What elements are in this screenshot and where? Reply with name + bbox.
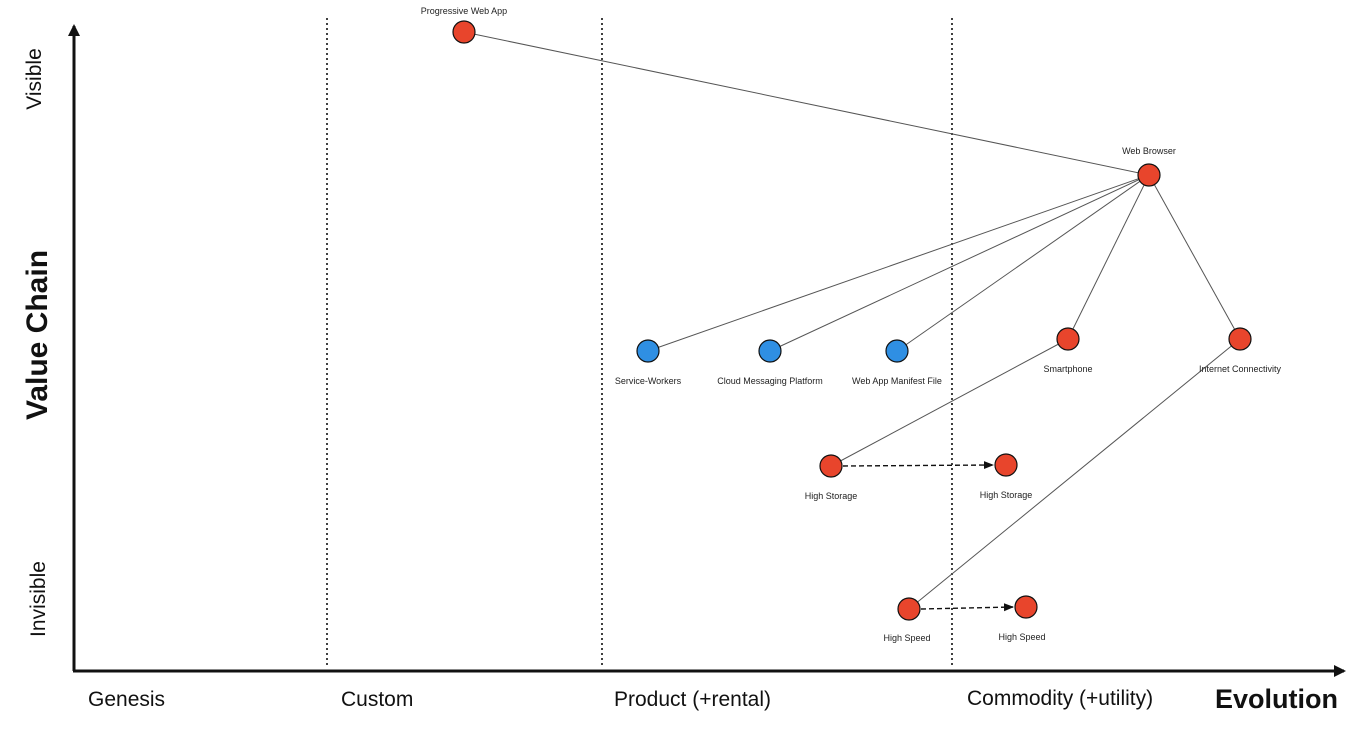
component-label-pwa: Progressive Web App xyxy=(421,6,507,16)
stage-label-commodity: Commodity (+utility) xyxy=(967,687,1153,710)
component-node-pwa[interactable] xyxy=(452,20,476,44)
link-browser-smartphone xyxy=(1067,174,1150,340)
y-axis-invisible-label: Invisible xyxy=(27,561,50,637)
component-manifest[interactable]: Web App Manifest File xyxy=(852,339,942,386)
component-sw[interactable]: Service-Workers xyxy=(615,339,682,386)
stage-dividers xyxy=(326,18,953,668)
component-browser[interactable]: Web Browser xyxy=(1122,146,1176,187)
component-node-speed1[interactable] xyxy=(897,597,921,621)
component-storage2[interactable]: High Storage xyxy=(980,453,1033,500)
y-axis-visible-label: Visible xyxy=(23,48,46,109)
components-layer: Progressive Web App Web Browser Service-Wo… xyxy=(421,6,1282,643)
component-node-internet[interactable] xyxy=(1228,327,1252,351)
component-node-manifest[interactable] xyxy=(885,339,909,363)
component-node-cmp[interactable] xyxy=(758,339,782,363)
link-internet-speed1 xyxy=(908,338,1241,610)
component-node-smartphone[interactable] xyxy=(1056,327,1080,351)
component-internet[interactable]: Internet Connectivity xyxy=(1199,327,1282,374)
axes xyxy=(68,24,1346,677)
component-label-manifest: Web App Manifest File xyxy=(852,376,942,386)
y-axis-title: Value Chain xyxy=(21,250,54,420)
link-pwa-browser xyxy=(463,31,1150,176)
component-label-storage1: High Storage xyxy=(805,491,858,501)
component-pwa[interactable]: Progressive Web App xyxy=(421,6,507,44)
component-speed2[interactable]: High Speed xyxy=(998,595,1046,642)
x-axis-title: Evolution xyxy=(1215,684,1338,714)
evolution-arrows-layer xyxy=(842,461,1014,612)
component-label-browser: Web Browser xyxy=(1122,146,1176,156)
component-label-speed2: High Speed xyxy=(998,632,1045,642)
component-storage1[interactable]: High Storage xyxy=(805,454,858,501)
evolution-arrow-speed1-speed2 xyxy=(920,603,1014,612)
component-node-browser[interactable] xyxy=(1137,163,1161,187)
link-browser-cmp xyxy=(769,174,1150,352)
stage-label-genesis: Genesis xyxy=(88,688,165,711)
component-label-cmp: Cloud Messaging Platform xyxy=(717,376,823,386)
link-smartphone-storage1 xyxy=(830,338,1069,467)
component-label-sw: Service-Workers xyxy=(615,376,682,386)
component-node-storage2[interactable] xyxy=(994,453,1018,477)
component-label-speed1: High Speed xyxy=(883,633,930,643)
component-speed1[interactable]: High Speed xyxy=(883,597,931,643)
component-label-internet: Internet Connectivity xyxy=(1199,364,1282,374)
links-layer xyxy=(463,31,1241,610)
link-browser-internet xyxy=(1148,174,1241,340)
component-node-sw[interactable] xyxy=(636,339,660,363)
evolution-arrow-storage1-storage2 xyxy=(842,461,994,470)
component-label-smartphone: Smartphone xyxy=(1043,364,1092,374)
component-cmp[interactable]: Cloud Messaging Platform xyxy=(717,339,823,386)
stage-label-custom: Custom xyxy=(341,688,413,711)
link-browser-manifest xyxy=(896,174,1150,352)
stage-label-product: Product (+rental) xyxy=(614,688,771,711)
link-browser-sw xyxy=(647,174,1150,352)
component-smartphone[interactable]: Smartphone xyxy=(1043,327,1093,374)
component-label-storage2: High Storage xyxy=(980,490,1033,500)
component-node-storage1[interactable] xyxy=(819,454,843,478)
component-node-speed2[interactable] xyxy=(1014,595,1038,619)
